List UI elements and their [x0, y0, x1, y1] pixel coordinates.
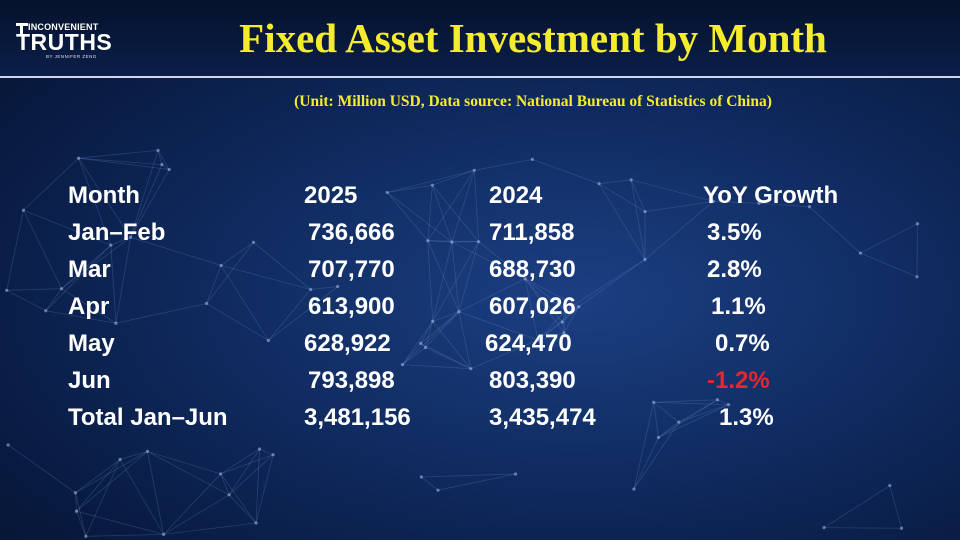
row-label: Mar [68, 256, 111, 283]
value-cell: 736,666 [308, 219, 395, 246]
value-cell: 607,026 [489, 293, 576, 320]
value-cell: 624,470 [485, 330, 572, 357]
row-label: Jun [68, 367, 111, 394]
value-cell: 613,900 [308, 293, 395, 320]
row-label: May [68, 330, 115, 357]
logo-line2: TRUTHS [16, 29, 113, 55]
value-cell: 628,922 [304, 330, 391, 357]
column-header: 2025 [304, 182, 358, 209]
growth-cell: 0.7% [715, 330, 770, 357]
value-cell: 793,898 [308, 367, 395, 394]
column-header: YoY Growth [703, 182, 839, 209]
header-divider [0, 76, 960, 78]
row-label: Apr [68, 293, 110, 320]
value-cell: 3,435,474 [489, 404, 596, 431]
row-label: Jan–Feb [68, 219, 166, 246]
value-cell: 803,390 [489, 367, 576, 394]
logo-line1: INCONVENIENT [28, 22, 99, 32]
logo-line3: BY JENNIFER ZENG [46, 54, 97, 59]
growth-cell: -1.2% [707, 367, 770, 394]
growth-cell: 1.3% [719, 404, 774, 431]
logo-mark-icon [16, 23, 28, 35]
column-header: 2024 [489, 182, 543, 209]
row-label: Total Jan–Jun [68, 404, 228, 431]
value-cell: 688,730 [489, 256, 576, 283]
value-cell: 3,481,156 [304, 404, 411, 431]
growth-cell: 1.1% [711, 293, 766, 320]
brand-logo: INCONVENIENT TRUTHS BY JENNIFER ZENG [16, 22, 116, 60]
growth-cell: 3.5% [707, 219, 762, 246]
page-title: Fixed Asset Investment by Month [239, 15, 827, 61]
growth-cell: 2.8% [707, 256, 762, 283]
value-cell: 707,770 [308, 256, 395, 283]
header-band [0, 0, 960, 78]
value-cell: 711,858 [489, 219, 575, 246]
page-subtitle: (Unit: Million USD, Data source: Nationa… [294, 93, 772, 110]
column-header: Month [68, 182, 140, 209]
